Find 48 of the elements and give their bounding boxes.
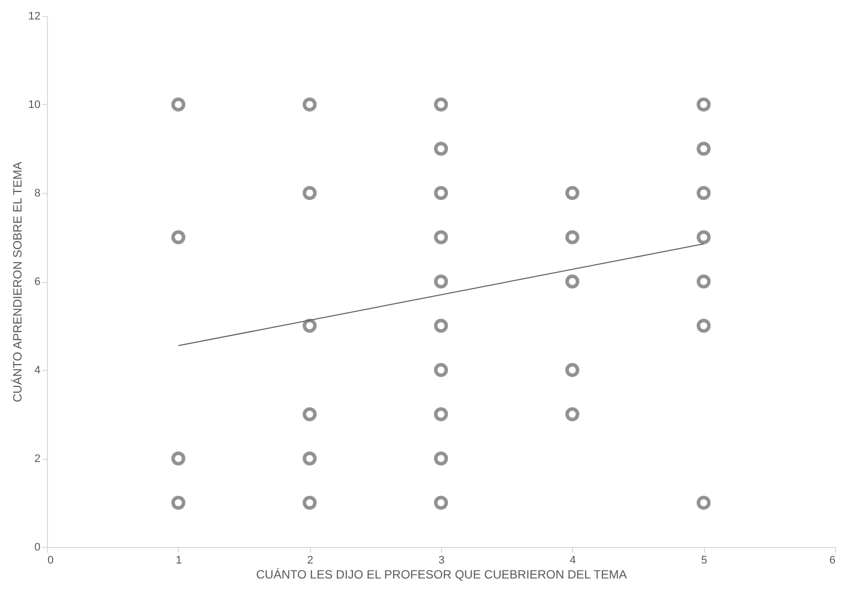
x-tick-label: 3 — [438, 554, 445, 566]
point — [302, 98, 317, 112]
point — [696, 318, 711, 333]
point — [171, 452, 186, 466]
point — [434, 230, 448, 244]
point — [696, 186, 711, 200]
point — [565, 274, 580, 288]
x-tick-label: 4 — [570, 554, 576, 566]
point — [434, 98, 448, 112]
point — [565, 230, 580, 244]
point — [434, 496, 448, 510]
y-tick-label: 12 — [28, 10, 40, 22]
point — [302, 496, 317, 510]
point — [696, 98, 711, 112]
point — [565, 407, 580, 422]
x-tick-label: 6 — [829, 554, 836, 566]
point — [696, 142, 711, 156]
point — [434, 318, 448, 333]
y-tick-label: 6 — [34, 276, 40, 288]
point — [565, 363, 580, 377]
point — [171, 98, 186, 112]
point — [434, 274, 448, 288]
y-tick-label: 4 — [34, 364, 40, 376]
point — [302, 452, 317, 466]
point — [565, 186, 580, 200]
y-tick-label: 8 — [34, 188, 40, 200]
x-tick-label: 5 — [701, 554, 708, 566]
y-tick-label: 2 — [34, 453, 40, 465]
point — [171, 496, 186, 510]
y-tick-label: 0 — [34, 542, 40, 554]
y-axis-title: CUÁNTO APRENDIERON SOBRE EL TEMA — [10, 162, 24, 402]
point — [302, 186, 317, 200]
x-tick-label: 2 — [307, 554, 314, 566]
y-tick-label: 10 — [28, 99, 40, 111]
point — [434, 363, 448, 377]
x-tick-label: 0 — [48, 554, 54, 566]
point — [696, 230, 711, 244]
point — [302, 318, 317, 333]
point — [302, 407, 317, 422]
point — [434, 142, 448, 156]
point — [696, 496, 711, 510]
point — [696, 274, 711, 288]
point — [434, 452, 448, 466]
point — [434, 407, 448, 422]
x-tick-label: 1 — [176, 554, 182, 566]
x-axis-title: CUÁNTO LES DIJO EL PROFESOR QUE CUEBRIERON DEL TEMA — [256, 568, 627, 582]
point — [171, 230, 186, 244]
point — [434, 186, 448, 200]
